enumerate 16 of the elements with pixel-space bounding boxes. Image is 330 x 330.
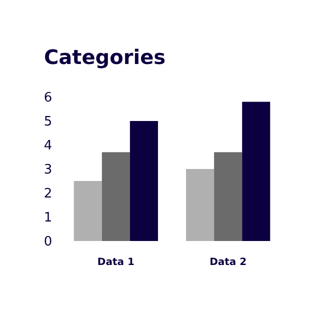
y-tick-label: 4 <box>44 138 52 154</box>
chart-title: Categories <box>44 45 166 69</box>
bar <box>242 102 270 241</box>
bar <box>74 181 102 241</box>
y-tick-label: 0 <box>44 234 52 250</box>
y-tick-label: 5 <box>44 114 52 130</box>
bar <box>130 121 158 241</box>
bar <box>186 169 214 241</box>
x-tick-label: Data 1 <box>97 257 134 268</box>
y-tick-label: 6 <box>44 90 52 106</box>
y-tick-label: 3 <box>44 162 52 178</box>
y-tick-label: 1 <box>44 210 52 226</box>
bar <box>214 152 242 241</box>
x-tick-label: Data 2 <box>210 257 247 268</box>
bar <box>102 152 130 241</box>
y-tick-label: 2 <box>44 186 52 202</box>
